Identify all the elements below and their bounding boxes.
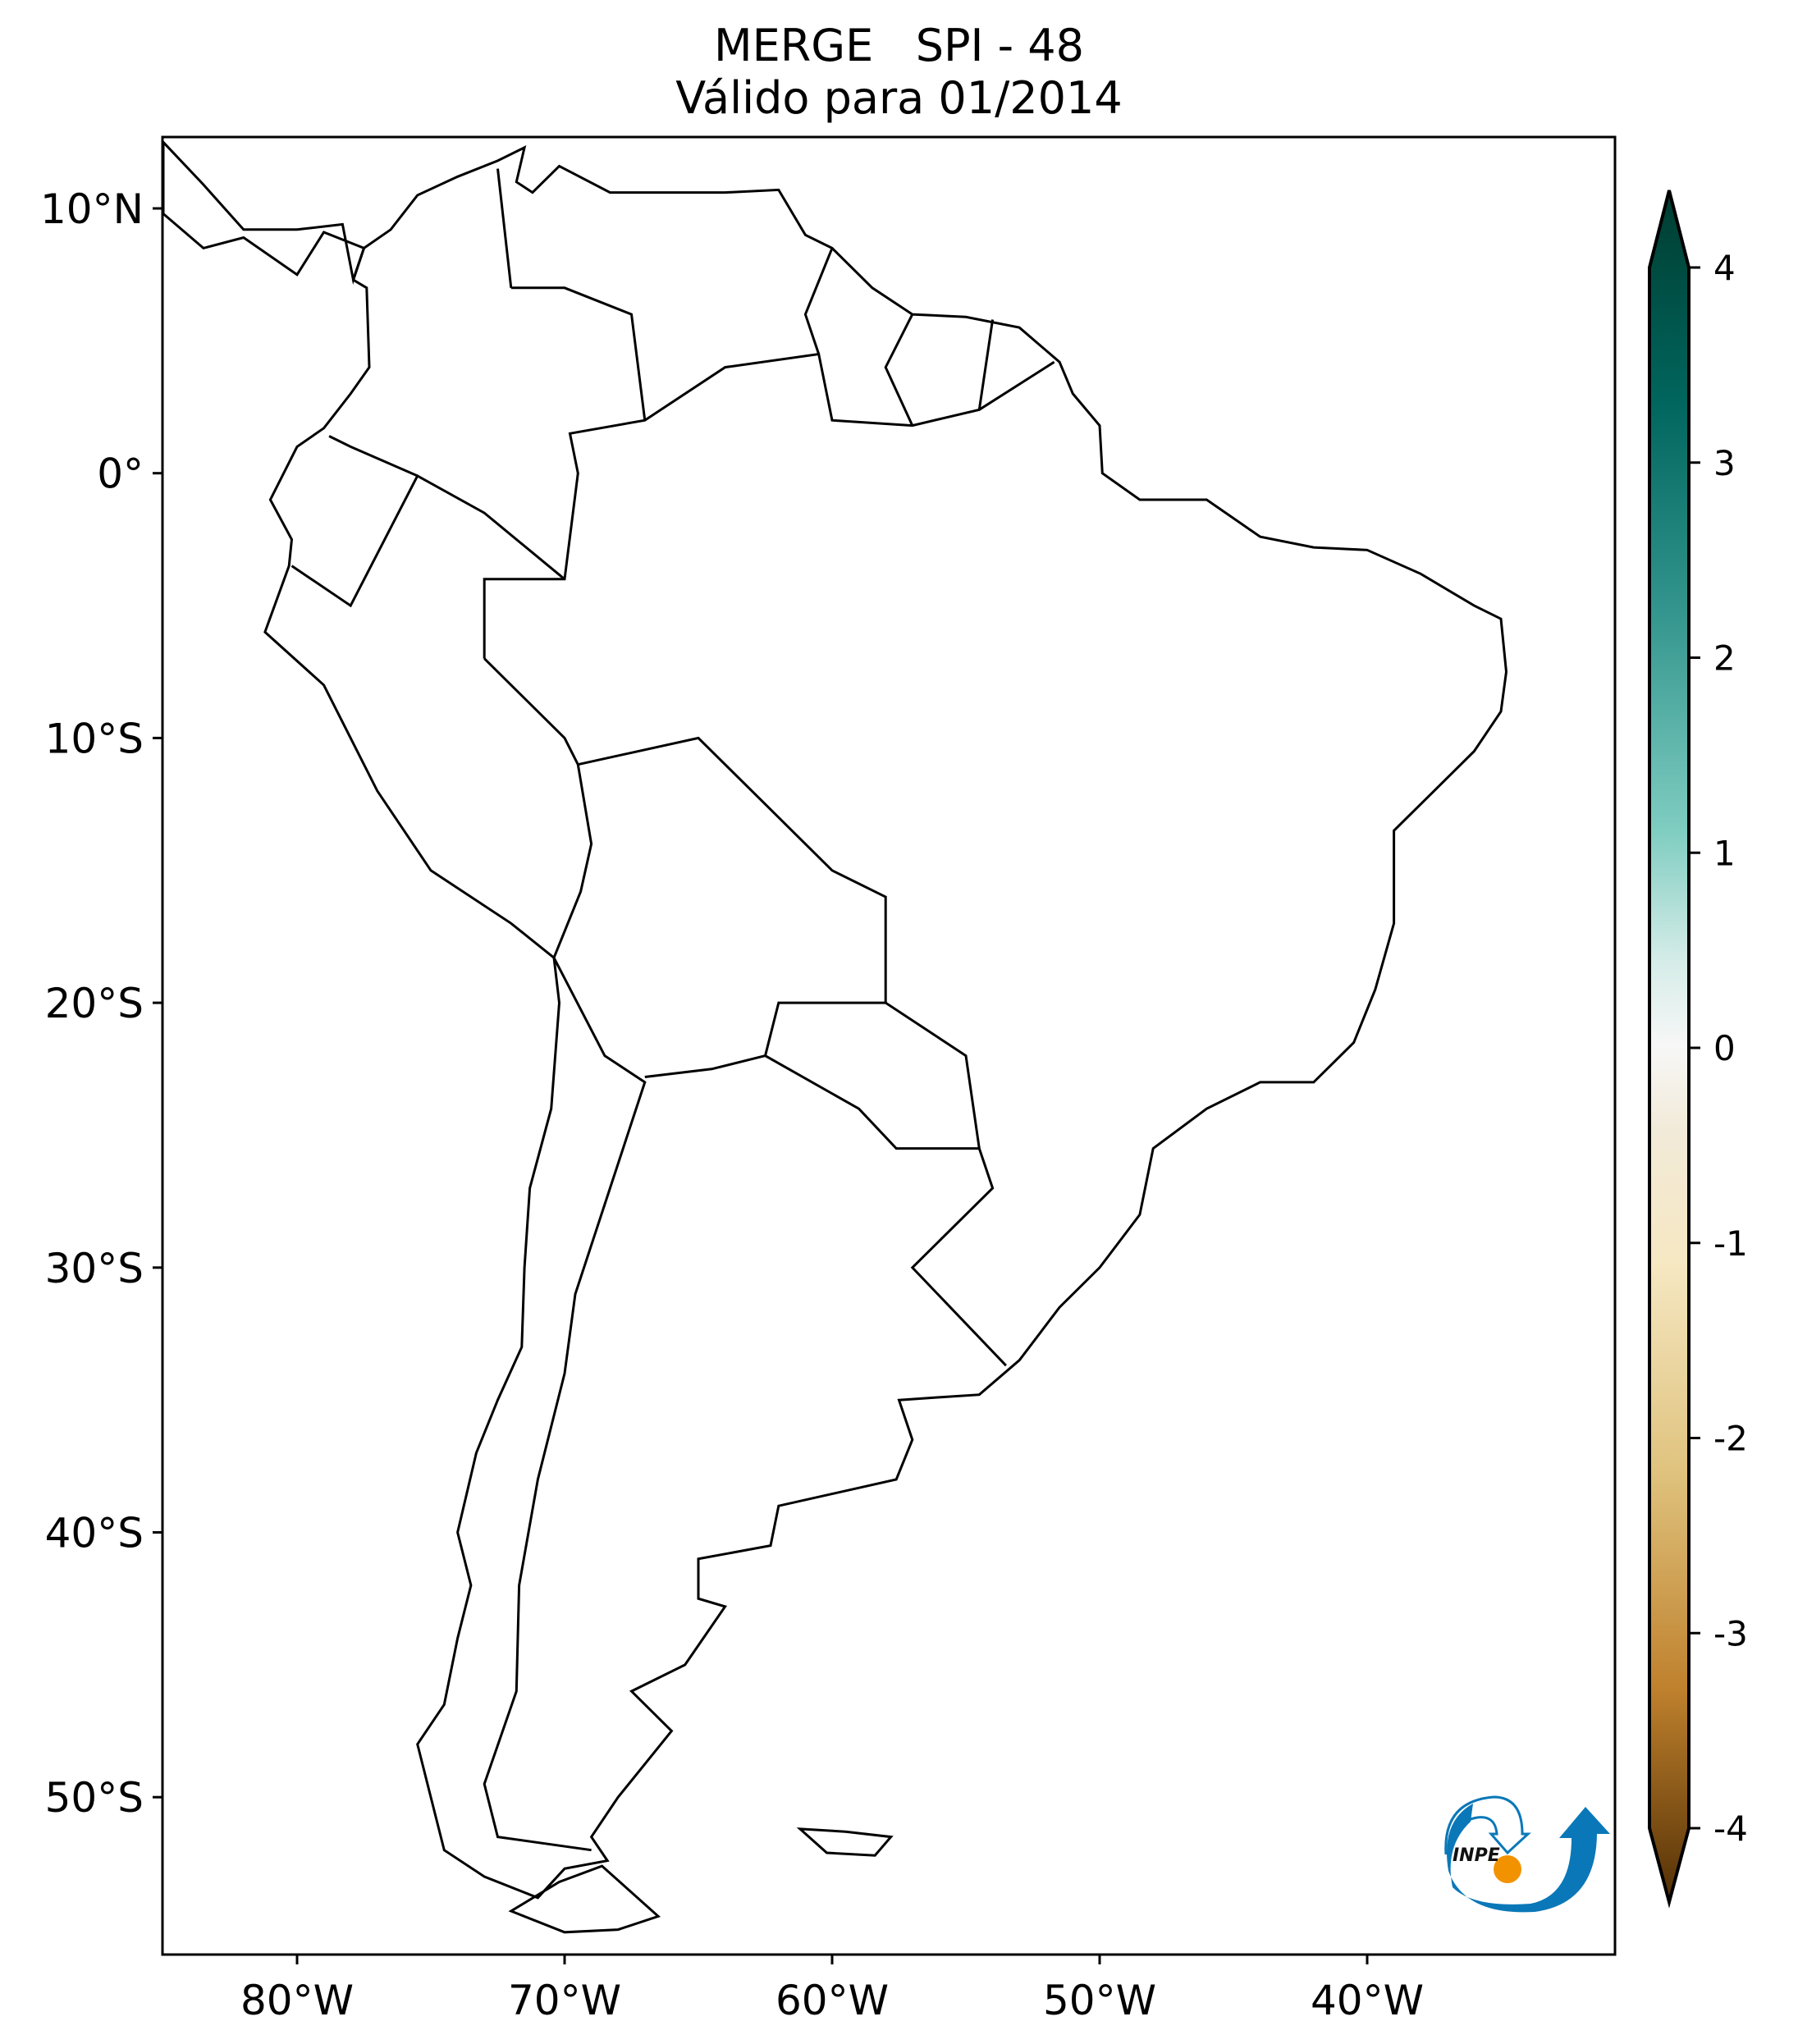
colorbar: 4 3 2 1 0 -1 -2 -3 -4 [1648, 190, 1748, 1909]
plot-frame [161, 135, 1617, 1956]
spi-region [762, 241, 1009, 520]
border-line [803, 247, 834, 354]
spi-region [348, 1578, 594, 1857]
coastline-polygon [162, 139, 366, 285]
coastline-polygon [796, 1827, 894, 1857]
colorbar-tick-label: -1 [1713, 1223, 1748, 1264]
spi-region [816, 1208, 1062, 1487]
y-tick-label: 10°S [45, 715, 144, 762]
colorbar-tick-label: -4 [1713, 1809, 1748, 1849]
border-line [328, 435, 419, 478]
y-tick-label: 0° [97, 450, 144, 498]
colorbar-tick-label: 0 [1713, 1028, 1736, 1068]
spi-region [495, 1446, 741, 1725]
colorbar-body [1648, 190, 1690, 1909]
y-tick-label: 30°S [45, 1245, 144, 1292]
country-borders [291, 168, 1055, 1852]
spi-region [896, 254, 1142, 533]
colorbar-tick-label: -3 [1713, 1613, 1748, 1653]
spi-region [656, 414, 902, 693]
coastline [162, 139, 1508, 1934]
chart-title: MERGE SPI - 48 [714, 20, 1084, 71]
logo-sun [1494, 1855, 1521, 1883]
border-line [884, 313, 914, 427]
logo-arrow-outline [1444, 1795, 1531, 1855]
spi-region [1244, 492, 1490, 771]
x-tick-label: 40°W [1311, 1977, 1424, 2024]
inpe-logo: INPE [1444, 1795, 1610, 1913]
x-tick-label: 80°W [240, 1977, 354, 2024]
colorbar-tick-label: 3 [1713, 443, 1736, 483]
spi-region [548, 1128, 794, 1407]
spi-region [1137, 811, 1384, 1090]
y-tick-label: 20°S [45, 980, 144, 1027]
y-tick-label: 10°N [40, 185, 144, 233]
colorbar-tick-label: 2 [1713, 638, 1736, 679]
spi-region [896, 492, 1142, 771]
border-line [483, 657, 1007, 1367]
y-tick-label: 50°S [45, 1774, 144, 1822]
border-line [483, 957, 647, 1852]
border-line [644, 1054, 766, 1078]
border-line [483, 352, 1055, 659]
border-line [510, 286, 647, 421]
logo-arrow [1447, 1804, 1610, 1913]
spi-region [602, 811, 849, 1090]
spi-region [816, 652, 1062, 931]
x-tick-label: 60°W [775, 1977, 889, 2024]
x-tick-label: 70°W [508, 1977, 621, 2024]
border-line [496, 168, 513, 288]
x-tick-label: 50°W [1043, 1977, 1156, 2024]
colorbar-tick-label: 4 [1713, 248, 1736, 288]
chart-subtitle: Válido para 01/2014 [675, 72, 1123, 124]
logo-text: INPE [1453, 1845, 1500, 1866]
coastline-polygon [508, 1864, 661, 1934]
y-tick-label: 40°S [45, 1510, 144, 1557]
border-line [552, 764, 593, 958]
coastline-polygon [263, 145, 1508, 1900]
border-line [291, 473, 565, 608]
colorbar-tick-label: -2 [1713, 1419, 1748, 1459]
border-line [977, 319, 995, 410]
colorbar-tick-label: 1 [1713, 833, 1736, 873]
border-line [763, 1001, 980, 1150]
